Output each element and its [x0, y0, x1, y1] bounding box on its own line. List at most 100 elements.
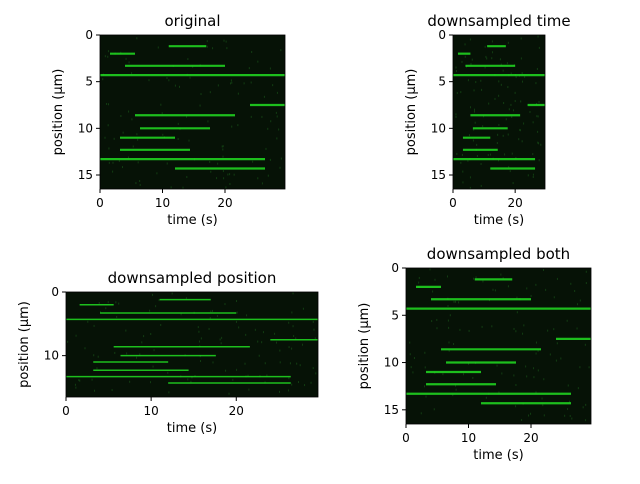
noise — [312, 367, 314, 370]
noise — [410, 366, 412, 369]
noise — [236, 368, 238, 371]
noise — [484, 66, 486, 69]
noise — [122, 131, 124, 134]
noise — [225, 40, 227, 43]
noise — [314, 337, 316, 340]
y-tick-label: 0 — [438, 28, 446, 42]
noise — [523, 122, 525, 125]
noise — [243, 82, 245, 85]
noise — [462, 181, 464, 184]
noise — [473, 110, 475, 113]
noise — [511, 152, 513, 155]
noise — [494, 97, 496, 100]
noise — [585, 282, 587, 285]
noise — [291, 311, 293, 314]
y-tick-label: 0 — [391, 261, 399, 275]
noise — [139, 183, 141, 186]
noise — [112, 170, 114, 173]
noise — [288, 346, 290, 349]
noise — [473, 277, 475, 280]
noise — [432, 290, 434, 293]
noise — [533, 376, 535, 379]
noise — [537, 349, 539, 352]
noise — [280, 157, 282, 160]
noise — [261, 115, 263, 118]
noise — [302, 307, 304, 310]
noise — [470, 62, 472, 65]
noise — [261, 341, 263, 344]
noise — [276, 341, 278, 344]
noise — [497, 133, 499, 136]
noise — [448, 326, 450, 329]
noise — [492, 288, 494, 291]
noise — [496, 364, 498, 367]
noise — [514, 100, 516, 103]
noise — [299, 364, 301, 367]
noise — [293, 334, 295, 337]
noise — [502, 134, 504, 137]
noise — [467, 159, 469, 162]
noise — [508, 165, 510, 168]
noise — [446, 275, 448, 278]
noise — [125, 57, 127, 60]
noise — [498, 123, 500, 126]
noise — [538, 100, 540, 103]
y-tick-label: 0 — [51, 285, 59, 299]
noise — [187, 58, 189, 61]
noise — [507, 133, 509, 136]
noise — [276, 91, 278, 94]
noise — [579, 366, 581, 369]
noise — [75, 386, 77, 389]
noise — [136, 356, 138, 359]
noise — [448, 349, 450, 352]
noise — [152, 293, 154, 296]
chart-title: downsampled both — [427, 245, 570, 263]
y-tick-label: 10 — [44, 349, 59, 363]
noise — [519, 128, 521, 131]
noise — [212, 309, 214, 312]
noise — [535, 82, 537, 85]
noise — [104, 136, 106, 139]
image-background — [453, 35, 545, 189]
noise — [500, 83, 502, 86]
noise — [515, 383, 517, 386]
noise — [207, 120, 209, 123]
noise — [160, 323, 162, 326]
noise — [488, 102, 490, 105]
x-tick-label: 0 — [449, 196, 457, 210]
noise — [153, 349, 155, 352]
noise — [125, 329, 127, 332]
noise — [288, 389, 290, 392]
noise — [549, 353, 551, 356]
y-tick-label: 0 — [85, 28, 93, 42]
noise — [276, 137, 278, 140]
noise — [585, 419, 587, 422]
noise — [262, 331, 264, 334]
noise — [507, 41, 509, 44]
noise — [564, 414, 566, 417]
noise — [156, 172, 158, 175]
noise — [502, 277, 504, 280]
noise — [302, 343, 304, 346]
noise — [292, 292, 294, 295]
noise — [491, 57, 493, 60]
noise — [107, 301, 109, 304]
noise — [484, 45, 486, 48]
noise — [555, 359, 557, 362]
noise — [535, 391, 537, 394]
noise — [267, 174, 269, 177]
noise — [474, 121, 476, 124]
noise — [230, 82, 232, 85]
noise — [469, 106, 471, 109]
noise — [504, 153, 506, 156]
noise — [473, 128, 475, 131]
noise — [279, 390, 281, 393]
noise — [229, 182, 231, 185]
noise — [108, 103, 110, 106]
noise — [136, 133, 138, 136]
noise — [481, 88, 483, 91]
noise — [468, 134, 470, 137]
noise — [221, 145, 223, 148]
noise — [436, 327, 438, 330]
noise — [219, 338, 221, 341]
